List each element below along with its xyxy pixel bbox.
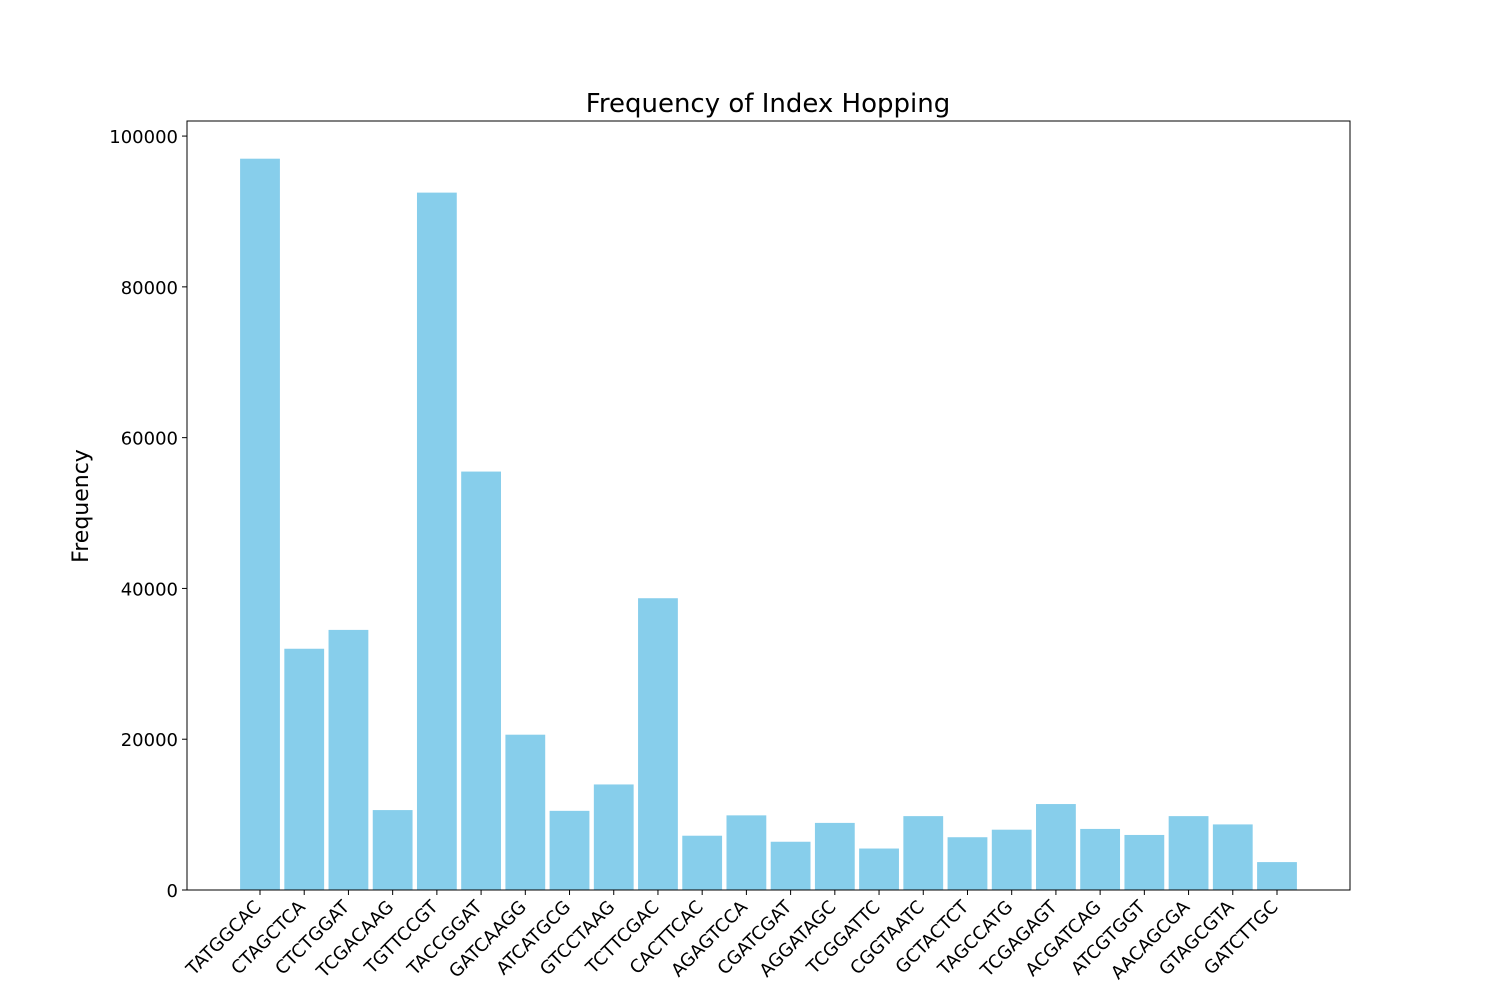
- y-tick-label: 20000: [121, 730, 178, 751]
- y-axis-label: Frequency: [69, 449, 94, 563]
- bar-tcttcgac: [638, 598, 678, 890]
- bar-gatcttgc: [1257, 862, 1297, 890]
- bar-tgttccgt: [416, 192, 457, 890]
- bar-tcgacaag: [372, 810, 413, 890]
- bar-atcgtggt: [1124, 834, 1165, 890]
- bar-gctactct: [947, 837, 988, 890]
- bar-tatggcac: [240, 158, 280, 890]
- x-axis: TATGGCACCTAGCTCACTCTGGATTCGACAAGTGTTCCGT…: [182, 890, 1283, 984]
- y-axis: 0 20000 40000 60000 80000 100000: [109, 127, 187, 902]
- bars-layer: [240, 158, 1297, 890]
- y-tick-label: 40000: [121, 579, 178, 600]
- chart-title: Frequency of Index Hopping: [586, 89, 950, 119]
- bar-taccggat: [461, 471, 501, 890]
- bar-tcgagagt: [1036, 804, 1076, 890]
- y-tick-label: 80000: [121, 278, 178, 299]
- y-tick-label: 60000: [121, 429, 178, 450]
- bar-aacagcga: [1168, 816, 1209, 890]
- plot-frame: [186, 120, 1351, 891]
- bar-gtagcgta: [1212, 824, 1253, 890]
- bar-tagccatg: [991, 829, 1032, 890]
- bar-tcggattc: [859, 848, 899, 890]
- y-tick-label: 100000: [109, 127, 178, 148]
- bar-ctctggat: [328, 629, 369, 890]
- bar-ctagctca: [284, 648, 325, 890]
- bar-agagtcca: [726, 815, 767, 890]
- bar-cacttcac: [682, 835, 723, 890]
- bar-acgatcag: [1080, 828, 1121, 890]
- bar-gtcctaag: [593, 784, 634, 890]
- bar-cggtaatc: [903, 816, 944, 890]
- bar-gatcaagg: [505, 734, 546, 890]
- y-tick-label: 0: [167, 881, 178, 902]
- bar-aggatagc: [814, 822, 855, 890]
- bar-atcatgcg: [549, 810, 590, 890]
- bar-cgatcgat: [770, 841, 811, 890]
